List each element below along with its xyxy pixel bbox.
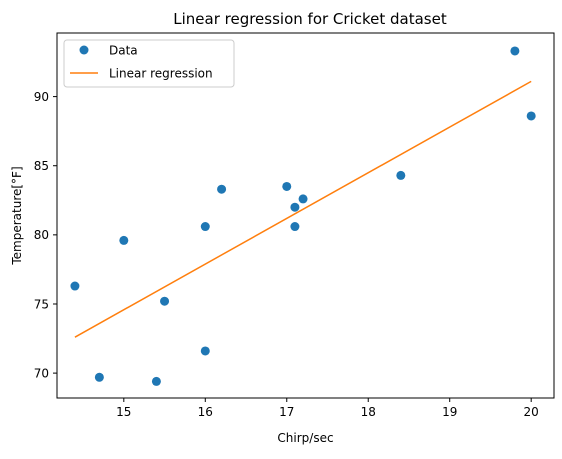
data-point: [298, 194, 308, 204]
y-tick-label: 75: [34, 297, 49, 311]
y-axis-label: Temperature[°F]: [10, 166, 24, 265]
data-point: [200, 222, 210, 232]
x-tick-label: 17: [279, 405, 294, 419]
data-point: [290, 202, 300, 212]
data-point: [119, 235, 129, 245]
x-tick-label: 15: [116, 405, 131, 419]
x-tick-label: 16: [198, 405, 213, 419]
axes-frame: [56, 32, 555, 399]
x-axis-label: Chirp/sec: [277, 431, 333, 445]
data-point: [200, 346, 210, 356]
plot-area: [70, 46, 536, 386]
legend-data-label: Data: [109, 44, 138, 58]
y-tick-label: 80: [34, 228, 49, 242]
x-axis: 15 16 17 18 19 20: [116, 398, 539, 419]
data-point: [526, 111, 536, 121]
y-tick-label: 70: [34, 366, 49, 380]
x-tick-label: 20: [524, 405, 539, 419]
data-point: [290, 222, 300, 232]
x-tick-label: 18: [361, 405, 376, 419]
legend-regression-label: Linear regression: [109, 67, 213, 81]
data-point: [70, 281, 80, 291]
data-point: [217, 184, 227, 194]
chart-title: Linear regression for Cricket dataset: [173, 10, 447, 28]
y-tick-label: 85: [34, 159, 49, 173]
data-point: [94, 372, 104, 382]
data-point: [396, 170, 406, 180]
y-axis: 70 75 80 85 90: [34, 90, 57, 380]
y-tick-label: 90: [34, 90, 49, 104]
legend-data-marker: [79, 45, 89, 55]
legend-box: [63, 39, 235, 88]
data-point: [160, 296, 170, 306]
regression-line: [74, 80, 532, 338]
data-point: [151, 376, 161, 386]
legend: Data Linear regression: [63, 39, 235, 88]
x-tick-label: 19: [442, 405, 457, 419]
data-point: [282, 181, 292, 191]
data-point: [510, 46, 520, 56]
